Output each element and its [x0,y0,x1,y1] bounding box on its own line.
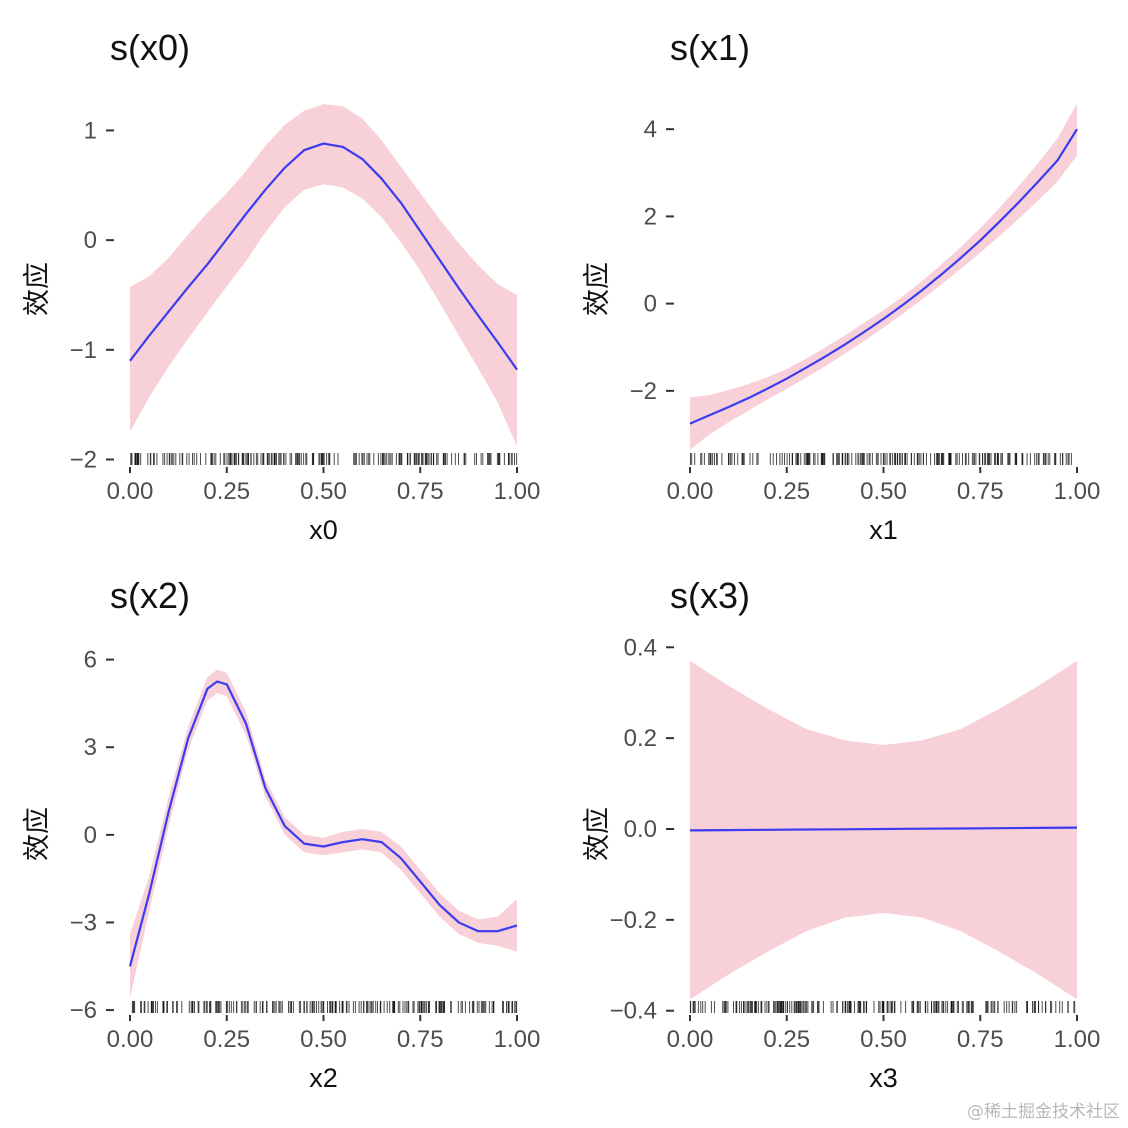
x-tick-label: 0.50 [860,1026,907,1053]
x-tick-label: 0.25 [763,1026,810,1053]
rug-plot [689,1001,1076,1013]
panel-1: −2 −1 0 1 0.00 0.25 0.50 0.75 1.00 x0 效应 s(x0) [22,27,540,545]
x-tick-label: 1.00 [494,478,541,505]
rug-plot [690,453,1072,465]
x-tick-label: 0.75 [397,478,444,505]
x-tick-label: 0.75 [397,1026,444,1053]
y-tick-label: −0.2 [610,907,657,934]
y-tick-label: −6 [70,997,97,1024]
x-tick-label: 0.50 [300,1026,347,1053]
panel-title: s(x1) [670,27,750,68]
confidence-band [690,660,1077,1000]
x-axis-title: x3 [869,1063,898,1093]
x-tick-label: 1.00 [1054,1026,1101,1053]
x-tick-label: 0.50 [860,478,907,505]
panel-title: s(x3) [670,575,750,616]
y-tick-label: −3 [70,909,97,936]
x-tick-label: 0.75 [957,478,1004,505]
rug-plot [131,1001,518,1013]
panel-2: −2 0 2 4 0.00 0.25 0.50 0.75 1.00 x1 效应 s(x1) [582,27,1100,545]
y-tick-label: −2 [630,378,657,405]
smooth-line [689,826,1078,832]
smooth-line [128,680,518,967]
confidence-band [690,103,1077,450]
confidence-band [130,669,517,999]
x-axis-title: x2 [309,1063,338,1093]
smooth-line [689,128,1078,425]
x-tick-label: 0.25 [203,478,250,505]
y-tick-label: 2 [644,203,657,230]
x-tick-label: 0.00 [667,478,714,505]
y-tick-label: 4 [644,116,657,143]
y-tick-label: −0.4 [610,998,657,1025]
confidence-band [130,104,517,447]
y-tick-label: 0.4 [624,634,657,661]
panel-title: s(x2) [110,575,190,616]
y-tick-label: 0.0 [624,816,657,843]
y-tick-label: 0 [84,227,97,254]
y-tick-label: 6 [84,647,97,674]
y-tick-label: 3 [84,734,97,761]
x-tick-label: 1.00 [494,1026,541,1053]
y-axis-title: 效应 [22,262,52,316]
watermark: @稀土掘金技术社区 [967,1102,1120,1122]
x-tick-label: 1.00 [1054,478,1101,505]
y-tick-label: 0 [84,822,97,849]
x-axis-title: x1 [869,515,898,545]
y-axis-title: 效应 [582,807,612,861]
y-axis-title: 效应 [582,262,612,316]
panel-3: −6 −3 0 3 6 0.00 0.25 0.50 0.75 1.00 x2 效应 s(x2) [22,575,540,1093]
smooth-line [129,142,518,371]
x-axis-title: x0 [309,515,338,545]
rug-plot [130,453,518,465]
y-tick-label: 0 [644,291,657,318]
y-tick-label: 0.2 [624,725,657,752]
x-tick-label: 0.50 [300,478,347,505]
x-tick-label: 0.75 [957,1026,1004,1053]
y-tick-label: −1 [70,337,97,364]
y-axis-title: 效应 [22,807,52,861]
panel-4: −0.4 −0.2 0.0 0.2 0.4 0.00 0.25 0.50 0.75 1.00 x3 效… [582,575,1100,1093]
y-tick-label: 1 [84,117,97,144]
y-tick-label: −2 [70,447,97,474]
x-tick-label: 0.00 [107,478,154,505]
x-tick-label: 0.00 [107,1026,154,1053]
panel-title: s(x0) [110,27,190,68]
x-tick-label: 0.00 [667,1026,714,1053]
x-tick-label: 0.25 [763,478,810,505]
x-tick-label: 0.25 [203,1026,250,1053]
